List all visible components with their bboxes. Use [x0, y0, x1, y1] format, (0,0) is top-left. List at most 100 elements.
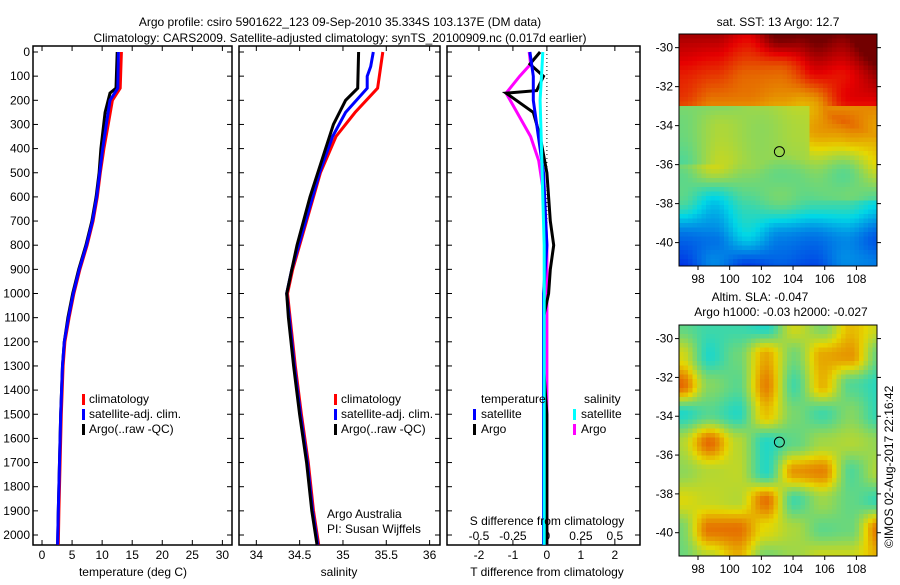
map-cell: [693, 201, 698, 206]
map-cell: [693, 124, 698, 129]
map-cell: [747, 138, 752, 143]
map-cell: [711, 451, 716, 456]
map-cell: [697, 115, 702, 120]
map-cell: [783, 519, 788, 524]
map-cell: [873, 411, 878, 416]
map-cell: [787, 550, 792, 555]
map-cell: [828, 415, 833, 420]
map-cell: [724, 487, 729, 492]
map-cell: [778, 456, 783, 461]
map-cell: [747, 151, 752, 156]
map-cell: [756, 370, 761, 375]
map-cell: [823, 352, 828, 357]
map-cell: [760, 133, 765, 138]
map-cell: [711, 370, 716, 375]
map-cell: [796, 106, 801, 111]
map-cell: [846, 169, 851, 174]
map-cell: [724, 424, 729, 429]
map-cell: [720, 138, 725, 143]
map-cell: [783, 133, 788, 138]
map-cell: [850, 66, 855, 71]
map-cell: [828, 228, 833, 233]
map-cell: [733, 339, 738, 344]
map-cell: [733, 219, 738, 224]
map-cell: [715, 120, 720, 125]
map-cell: [855, 232, 860, 237]
map-cell: [805, 246, 810, 251]
map-cell: [837, 192, 842, 197]
map-cell: [841, 205, 846, 210]
map-cell: [778, 70, 783, 75]
map-cell: [792, 241, 797, 246]
map-cell: [765, 330, 770, 335]
map-cell: [729, 505, 734, 510]
map-cell: [747, 460, 752, 465]
map-cell: [832, 52, 837, 57]
map-cell: [760, 39, 765, 44]
map-cell: [792, 411, 797, 416]
map-cell: [859, 478, 864, 483]
map-cell: [859, 546, 864, 551]
map-cell: [774, 250, 779, 255]
map-cell: [787, 169, 792, 174]
map-cell: [760, 550, 765, 555]
map-cell: [715, 343, 720, 348]
map-cell: [864, 138, 869, 143]
map-cell: [783, 178, 788, 183]
map-cell: [733, 160, 738, 165]
map-cell: [837, 133, 842, 138]
map-cell: [837, 219, 842, 224]
map-cell: [832, 75, 837, 80]
map-cell: [760, 460, 765, 465]
map-cell: [864, 210, 869, 215]
map-cell: [828, 52, 833, 57]
map-cell: [819, 43, 824, 48]
map-cell: [783, 478, 788, 483]
map-cell: [697, 228, 702, 233]
map-cell: [747, 537, 752, 542]
map-cell: [792, 496, 797, 501]
map-cell: [720, 183, 725, 188]
map-cell: [760, 192, 765, 197]
map-cell: [841, 156, 846, 161]
map-cell: [774, 66, 779, 71]
map-cell: [724, 84, 729, 89]
map-cell: [756, 196, 761, 201]
map-cell: [729, 537, 734, 542]
map-cell: [868, 48, 873, 53]
map-cell: [832, 79, 837, 84]
map-cell: [706, 84, 711, 89]
map-cell: [769, 259, 774, 264]
map-cell: [792, 348, 797, 353]
map-cell: [720, 496, 725, 501]
map-cell: [859, 39, 864, 44]
map-cell: [814, 429, 819, 434]
map-cell: [742, 447, 747, 452]
map-cell: [864, 214, 869, 219]
map-cell: [864, 501, 869, 506]
map-cell: [778, 357, 783, 362]
map-cell: [756, 357, 761, 362]
map-cell: [823, 348, 828, 353]
map-cell: [706, 438, 711, 443]
map-cell: [715, 156, 720, 161]
map-cell: [724, 70, 729, 75]
map-cell: [792, 187, 797, 192]
map-cell: [760, 255, 765, 260]
map-cell: [828, 120, 833, 125]
map-cell: [841, 210, 846, 215]
map-cell: [796, 451, 801, 456]
map-cell: [787, 528, 792, 533]
map-cell: [855, 48, 860, 53]
map-cell: [733, 541, 738, 546]
map-cell: [751, 447, 756, 452]
map-cell: [855, 43, 860, 48]
map-cell: [769, 84, 774, 89]
map-cell: [814, 325, 819, 330]
map-cell: [850, 361, 855, 366]
map-cell: [868, 61, 873, 66]
map-cell: [751, 147, 756, 152]
map-cell: [855, 510, 860, 515]
map-cell: [756, 514, 761, 519]
map-cell: [819, 169, 824, 174]
